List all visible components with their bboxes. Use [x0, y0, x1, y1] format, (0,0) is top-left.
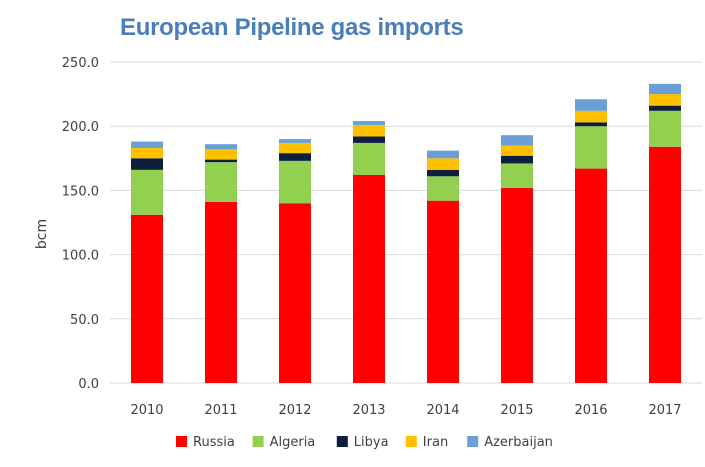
bar-segment-iran: [427, 158, 459, 170]
x-tick-label: 2013: [352, 403, 385, 418]
bar-segment-russia: [501, 187, 533, 383]
x-axis-ticks: 2010 2011 2012 2013 2014 2015 2016 2017: [130, 403, 681, 418]
bar-segment-libya: [131, 158, 163, 170]
legend-swatch-algeria: [252, 436, 264, 447]
bar-segment-azerbaijan: [353, 121, 385, 125]
bars: [131, 83, 681, 383]
bar-segment-algeria: [353, 142, 385, 175]
bar-segment-azerbaijan: [279, 139, 311, 143]
x-tick-label: 2016: [574, 403, 607, 418]
bar-segment-algeria: [279, 160, 311, 204]
bar-segment-russia: [649, 146, 681, 383]
bar-segment-algeria: [649, 110, 681, 147]
y-axis-label: bcm: [34, 219, 50, 249]
bar-segment-libya: [205, 159, 237, 163]
legend-swatch-azerbaijan: [467, 436, 479, 447]
y-tick-label: 150.0: [62, 184, 99, 199]
x-tick-label: 2010: [130, 403, 163, 418]
bar-segment-algeria: [501, 163, 533, 188]
bar-segment-libya: [353, 136, 385, 143]
bar-segment-iran: [279, 142, 311, 154]
bar-segment-iran: [131, 148, 163, 159]
x-tick-label: 2017: [648, 403, 681, 418]
x-tick-label: 2011: [204, 403, 237, 418]
bar-segment-libya: [279, 153, 311, 161]
chart-title: European Pipeline gas imports: [120, 14, 464, 41]
y-tick-label: 200.0: [62, 120, 99, 135]
gridlines: [110, 61, 702, 384]
x-tick-label: 2015: [500, 403, 533, 418]
bar-segment-iran: [205, 149, 237, 160]
bar-segment-algeria: [205, 162, 237, 202]
bar-segment-russia: [427, 200, 459, 383]
bar-segment-russia: [279, 203, 311, 383]
bar-segment-azerbaijan: [427, 150, 459, 159]
legend-label: Russia: [193, 435, 235, 450]
bar-segment-azerbaijan: [649, 83, 681, 95]
bar-segment-iran: [501, 145, 533, 156]
bar-segment-russia: [131, 214, 163, 383]
bar-segment-iran: [649, 94, 681, 106]
legend-swatch-iran: [405, 436, 417, 447]
bar-segment-iran: [353, 124, 385, 137]
bar-segment-azerbaijan: [205, 144, 237, 150]
bar-segment-russia: [353, 174, 385, 383]
bar-segment-libya: [427, 169, 459, 177]
x-tick-label: 2014: [426, 403, 459, 418]
bar-segment-algeria: [427, 176, 459, 201]
y-tick-label: 250.0: [62, 56, 99, 71]
legend-label: Azerbaijan: [484, 435, 553, 450]
bar-segment-azerbaijan: [575, 99, 607, 111]
legend-label: Iran: [423, 435, 448, 450]
legend-label: Algeria: [270, 435, 316, 450]
bar-segment-libya: [501, 155, 533, 164]
x-tick-label: 2012: [278, 403, 311, 418]
legend-swatch-russia: [176, 436, 187, 447]
legend-swatch-libya: [336, 436, 348, 447]
bar-segment-algeria: [575, 126, 607, 169]
bar-segment-libya: [649, 105, 681, 111]
y-tick-label: 100.0: [62, 249, 99, 264]
bar-segment-russia: [205, 201, 237, 383]
legend-label: Libya: [354, 435, 389, 450]
bar-segment-russia: [575, 168, 607, 383]
y-axis-ticks: 0.0 50.0 100.0 150.0 200.0 250.0: [62, 56, 99, 392]
bar-segment-algeria: [131, 169, 163, 215]
y-tick-label: 0.0: [78, 377, 99, 392]
y-tick-label: 50.0: [70, 313, 99, 328]
bar-segment-iran: [575, 110, 607, 123]
legend: Russia Algeria Libya Iran Azerbaijan: [176, 435, 553, 450]
bar-segment-azerbaijan: [131, 141, 163, 149]
bar-segment-libya: [575, 122, 607, 127]
bar-segment-azerbaijan: [501, 135, 533, 146]
